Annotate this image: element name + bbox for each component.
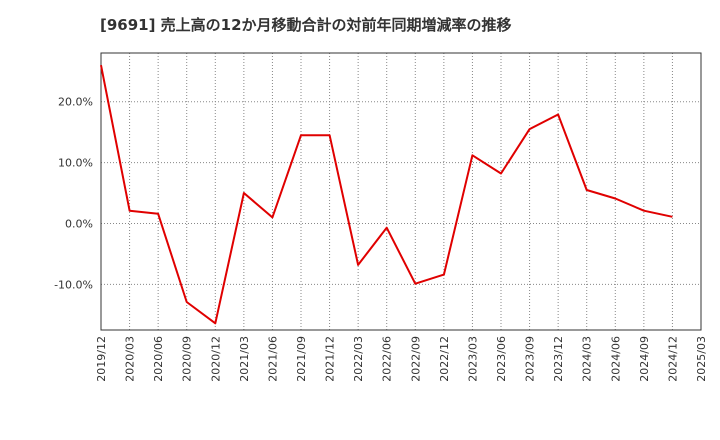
x-tick-label: 2024/06 <box>609 336 622 382</box>
chart-title: [9691] 売上高の12か月移動合計の対前年同期増減率の推移 <box>100 16 512 34</box>
x-tick-label: 2021/12 <box>324 336 337 382</box>
x-tick-label: 2020/12 <box>209 336 222 382</box>
series-line <box>100 65 673 325</box>
plot-area-border <box>100 52 702 331</box>
x-tick-label: 2021/09 <box>295 336 308 382</box>
series-layer <box>100 65 673 325</box>
x-tick-label: 2023/06 <box>495 336 508 382</box>
y-tick-label: 0.0% <box>65 217 93 230</box>
x-tick-label: 2021/03 <box>238 336 251 382</box>
x-tick-label: 2024/09 <box>638 336 651 382</box>
x-tick-label: 2022/12 <box>438 336 451 382</box>
x-tick-label: 2024/12 <box>666 336 679 382</box>
x-tick-label: 2023/09 <box>524 336 537 382</box>
x-tick-label: 2025/03 <box>695 336 708 382</box>
y-axis-ticks: -10.0% 0.0% 10.0% 20.0% <box>54 96 93 292</box>
y-tick-label: -10.0% <box>54 278 93 291</box>
x-tick-label: 2022/09 <box>409 336 422 382</box>
y-tick-label: 20.0% <box>58 96 93 109</box>
x-tick-label: 2020/03 <box>124 336 137 382</box>
x-tick-label: 2024/03 <box>581 336 594 382</box>
x-tick-label: 2020/09 <box>181 336 194 382</box>
y-tick-label: 10.0% <box>58 157 93 170</box>
x-tick-label: 2022/03 <box>352 336 365 382</box>
x-tick-label: 2020/06 <box>152 336 165 382</box>
x-axis-ticks: 2019/12 2020/03 2020/06 2020/09 2020/12 2021/… <box>95 336 708 382</box>
x-tick-label: 2023/03 <box>466 336 479 382</box>
x-tick-label: 2019/12 <box>95 336 108 382</box>
x-tick-label: 2023/12 <box>552 336 565 382</box>
grid-lines <box>101 53 701 330</box>
x-tick-label: 2021/06 <box>266 336 279 382</box>
x-tick-label: 2022/06 <box>381 336 394 382</box>
